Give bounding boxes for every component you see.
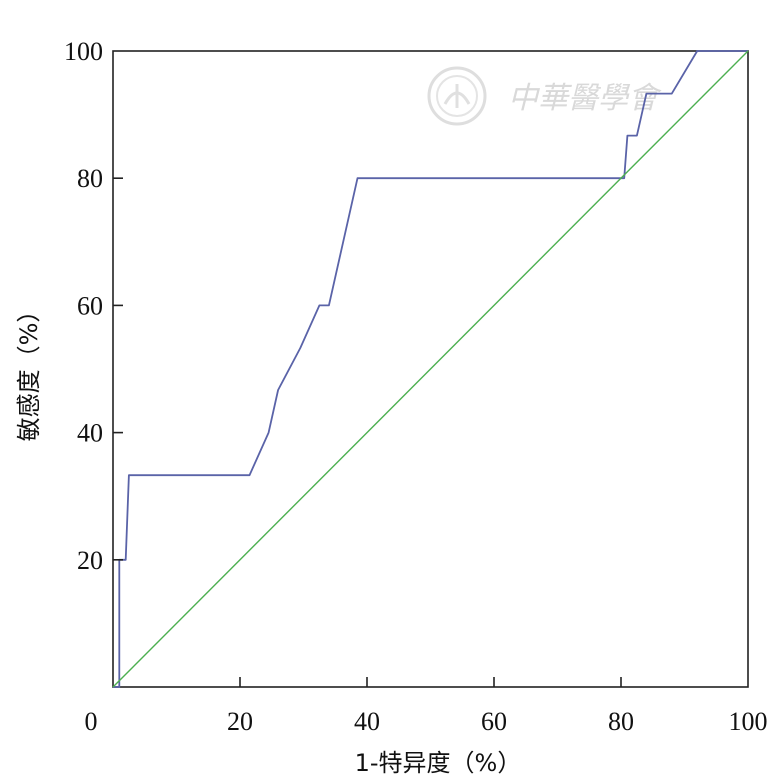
y-tick-label: 60 — [77, 291, 103, 320]
roc-curve-line — [113, 50, 748, 688]
y-tick-label: 80 — [77, 164, 103, 193]
seal-outer-ring — [427, 66, 487, 126]
x-tick-label: 0 — [85, 707, 98, 736]
x-tick-label: 80 — [608, 707, 634, 736]
axis-tick-labels: 0 20 40 60 80 100 20 40 60 80 100 — [64, 37, 768, 736]
seal-emblem-icon — [443, 84, 471, 108]
plot-frame — [112, 50, 749, 688]
y-axis-title: 敏感度（%） — [15, 299, 43, 442]
reference-diagonal-line — [112, 50, 749, 688]
publisher-watermark: 中華醫學會 — [427, 66, 662, 126]
x-tick-label: 100 — [729, 707, 768, 736]
y-tick-label: 40 — [77, 419, 103, 448]
y-tick-label: 20 — [77, 546, 103, 575]
watermark-text: 中華醫學會 — [508, 81, 662, 116]
seal-inner-ring — [436, 75, 478, 117]
x-axis-title: 1-特异度（%） — [355, 749, 522, 777]
y-tick-label: 100 — [64, 37, 103, 66]
x-tick-label: 20 — [227, 707, 253, 736]
axis-ticks — [113, 177, 622, 687]
x-tick-label: 60 — [481, 707, 507, 736]
plot-area — [112, 50, 749, 688]
x-tick-label: 40 — [354, 707, 380, 736]
